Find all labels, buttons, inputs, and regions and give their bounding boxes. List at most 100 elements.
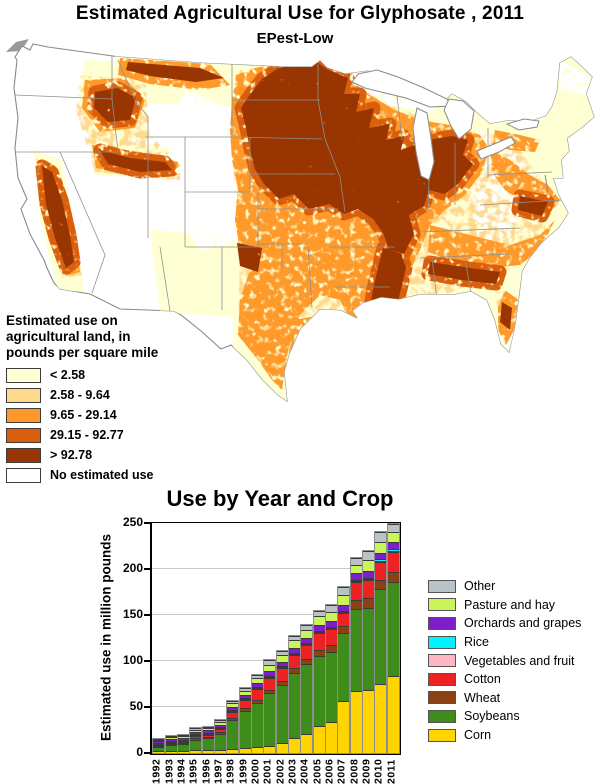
- bar-segment-cotton: [276, 668, 288, 682]
- bar-segment-orchards-and-grapes: [251, 682, 263, 687]
- bar-segment-other: [239, 687, 251, 691]
- bar-segment-rice: [190, 734, 202, 735]
- lake-michigan-icon: [412, 107, 435, 181]
- x-tick-label: 2001: [261, 758, 274, 784]
- bar-2007: [338, 586, 350, 753]
- y-tick-mark: [144, 752, 150, 754]
- bar-segment-cotton: [251, 688, 263, 700]
- map-legend-row: No estimated use: [6, 467, 206, 483]
- chart-legend-row: Wheat: [428, 689, 581, 708]
- bar-segment-corn: [338, 701, 350, 753]
- bar-segment-pasture-and-hay: [214, 721, 226, 725]
- bar-segment-vegetables-and-fruit: [325, 628, 337, 630]
- bar-segment-rice: [202, 732, 214, 734]
- bar-segment-other: [313, 610, 325, 617]
- map-legend-swatch: [6, 447, 41, 463]
- bar-segment-pasture-and-hay: [202, 728, 214, 731]
- bar-segment-soybeans: [387, 581, 399, 676]
- chart-legend-label: Soybeans: [464, 709, 520, 724]
- bar-segment-cotton: [165, 742, 177, 745]
- x-tick-label: 2003: [286, 758, 299, 784]
- bar-segment-cotton: [239, 700, 251, 709]
- chart-legend-row: Rice: [428, 633, 581, 652]
- y-tick-mark: [144, 522, 150, 524]
- bar-1998: [227, 701, 239, 753]
- chart-legend-swatch: [428, 635, 456, 649]
- map-legend-rows: < 2.58 2.58 - 9.64 9.65 - 29.14 29.15 - 92.…: [6, 367, 206, 483]
- map-legend-title: Estimated use on agricultural land, in p…: [6, 313, 159, 361]
- map-legend-swatch: [6, 467, 41, 483]
- bar-segment-soybeans: [375, 589, 387, 684]
- bar-segment-cotton: [362, 580, 374, 599]
- map-legend-swatch: [6, 427, 41, 443]
- bar-2004: [301, 624, 313, 753]
- bar-2009: [362, 551, 374, 753]
- bar-segment-soybeans: [227, 720, 239, 749]
- bar-segment-wheat: [264, 689, 276, 694]
- x-tick-label: 2007: [335, 758, 348, 784]
- bar-segment-cotton: [338, 613, 350, 627]
- chart-legend-row: Orchards and grapes: [428, 614, 581, 633]
- great-lakes: [351, 69, 540, 181]
- x-tick-label: 2005: [311, 758, 324, 784]
- chart-legend-label: Pasture and hay: [464, 597, 556, 612]
- x-tick-label: 2000: [249, 758, 262, 784]
- bar-2010: [375, 532, 387, 753]
- chart-legend-swatch: [428, 616, 456, 630]
- bar-segment-rice: [251, 686, 263, 688]
- x-tick-label: 2006: [323, 758, 336, 784]
- bar-segment-vegetables-and-fruit: [264, 676, 276, 678]
- bar-segment-orchards-and-grapes: [227, 706, 239, 710]
- bar-segment-soybeans: [239, 711, 251, 748]
- bar-segment-soybeans: [288, 672, 300, 738]
- bar-segment-soybeans: [202, 738, 214, 751]
- chart-legend-label: Other: [464, 579, 496, 594]
- bar-segment-pasture-and-hay: [190, 729, 202, 732]
- bar-segment-vegetables-and-fruit: [276, 667, 288, 669]
- bar-segment-soybeans: [251, 702, 263, 748]
- bar-segment-corn: [325, 722, 337, 753]
- bar-segment-soybeans: [362, 607, 374, 691]
- lake-superior-icon: [351, 69, 452, 108]
- gridline: [152, 568, 400, 569]
- bar-segment-orchards-and-grapes: [387, 542, 399, 550]
- x-tick-label: 2002: [274, 758, 287, 784]
- y-tick-mark: [144, 568, 150, 570]
- bar-segment-corn: [251, 747, 263, 753]
- bar-segment-pasture-and-hay: [313, 616, 325, 625]
- bar-segment-pasture-and-hay: [325, 612, 337, 622]
- bar-segment-soybeans: [190, 739, 202, 751]
- bar-segment-cotton: [190, 736, 202, 739]
- bar-segment-other: [153, 738, 165, 740]
- bar-segment-cotton: [202, 734, 214, 737]
- bar-segment-vegetables-and-fruit: [288, 653, 300, 655]
- bar-segment-vegetables-and-fruit: [165, 741, 177, 743]
- map-legend-label: 2.58 - 9.64: [50, 388, 110, 403]
- bar-2006: [325, 605, 337, 753]
- bar-segment-other: [350, 557, 362, 566]
- bar-segment-soybeans: [338, 633, 350, 702]
- us-usage-map: [6, 39, 595, 402]
- page-subtitle: EPest-Low: [256, 30, 334, 47]
- chart-legend-label: Wheat: [464, 690, 501, 705]
- bar-1996: [202, 726, 214, 753]
- bar-segment-orchards-and-grapes: [202, 730, 214, 733]
- bar-segment-other: [165, 736, 177, 738]
- bar-segment-vegetables-and-fruit: [214, 728, 226, 730]
- bar-segment-pasture-and-hay: [227, 703, 239, 707]
- bar-segment-soybeans: [264, 693, 276, 746]
- bar-1999: [239, 687, 251, 753]
- bar-2002: [276, 651, 288, 753]
- chart-title: Use by Year and Crop: [166, 486, 394, 511]
- bar-segment-rice: [350, 579, 362, 581]
- bar-segment-rice: [276, 666, 288, 668]
- bar-segment-wheat: [288, 667, 300, 673]
- bar-segment-rice: [387, 549, 399, 551]
- chart-legend-swatch: [428, 672, 456, 686]
- x-tick-label: 1997: [212, 758, 225, 784]
- state-borders: [14, 50, 563, 312]
- bar-segment-wheat: [325, 644, 337, 652]
- y-axis: 0 50 100 150 200 250: [100, 515, 150, 759]
- map-legend-swatch: [6, 367, 41, 383]
- bar-segment-vegetables-and-fruit: [362, 579, 374, 581]
